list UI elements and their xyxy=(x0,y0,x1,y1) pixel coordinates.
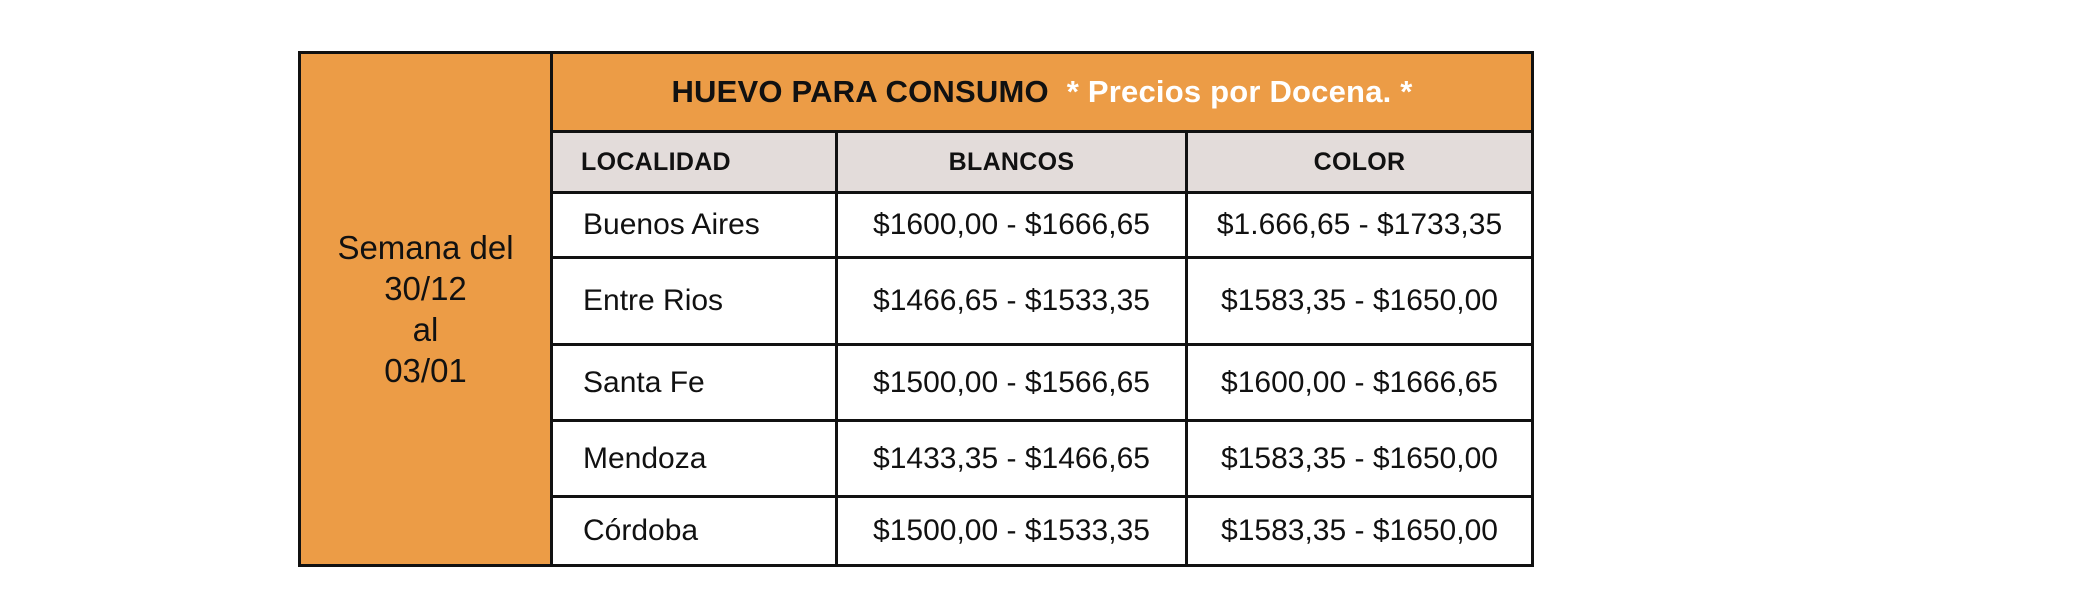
row-localidad: Entre Rios xyxy=(553,259,838,346)
week-period-end-date: 03/01 xyxy=(384,352,467,389)
row-localidad: Santa Fe xyxy=(553,346,838,422)
row-localidad: Mendoza xyxy=(553,422,838,498)
week-period-line-3: al xyxy=(412,311,439,348)
table-title: HUEVO PARA CONSUMO xyxy=(671,74,1049,109)
row-price-color: $1583,35 - $1650,00 xyxy=(1188,259,1531,346)
column-header-blancos: BLANCOS xyxy=(838,133,1188,194)
column-header-localidad: LOCALIDAD xyxy=(553,133,838,194)
row-price-color: $1583,35 - $1650,00 xyxy=(1188,422,1531,498)
table-title-bar: HUEVO PARA CONSUMO * Precios por Docena.… xyxy=(553,54,1531,133)
row-localidad: Córdoba xyxy=(553,498,838,564)
week-period-start-date: 30/12 xyxy=(384,270,467,307)
week-period-cell: Semana del 30/12 al 03/01 xyxy=(301,54,553,564)
column-header-color: COLOR xyxy=(1188,133,1531,194)
price-grid: LOCALIDAD BLANCOS COLOR Buenos Aires $16… xyxy=(553,133,1531,564)
price-data-area: HUEVO PARA CONSUMO * Precios por Docena.… xyxy=(553,54,1531,564)
row-price-blancos: $1466,65 - $1533,35 xyxy=(838,259,1188,346)
row-price-color: $1600,00 - $1666,65 xyxy=(1188,346,1531,422)
row-price-color: $1.666,65 - $1733,35 xyxy=(1188,194,1531,259)
egg-price-table: Semana del 30/12 al 03/01 HUEVO PARA CON… xyxy=(298,51,1534,567)
week-period-line-1: Semana del xyxy=(337,229,514,266)
table-title-note: * Precios por Docena. * xyxy=(1066,74,1413,109)
row-price-blancos: $1500,00 - $1533,35 xyxy=(838,498,1188,564)
row-price-blancos: $1433,35 - $1466,65 xyxy=(838,422,1188,498)
row-price-blancos: $1500,00 - $1566,65 xyxy=(838,346,1188,422)
row-price-color: $1583,35 - $1650,00 xyxy=(1221,514,1498,547)
row-localidad: Buenos Aires xyxy=(553,194,838,259)
row-price-blancos: $1600,00 - $1666,65 xyxy=(838,194,1188,259)
